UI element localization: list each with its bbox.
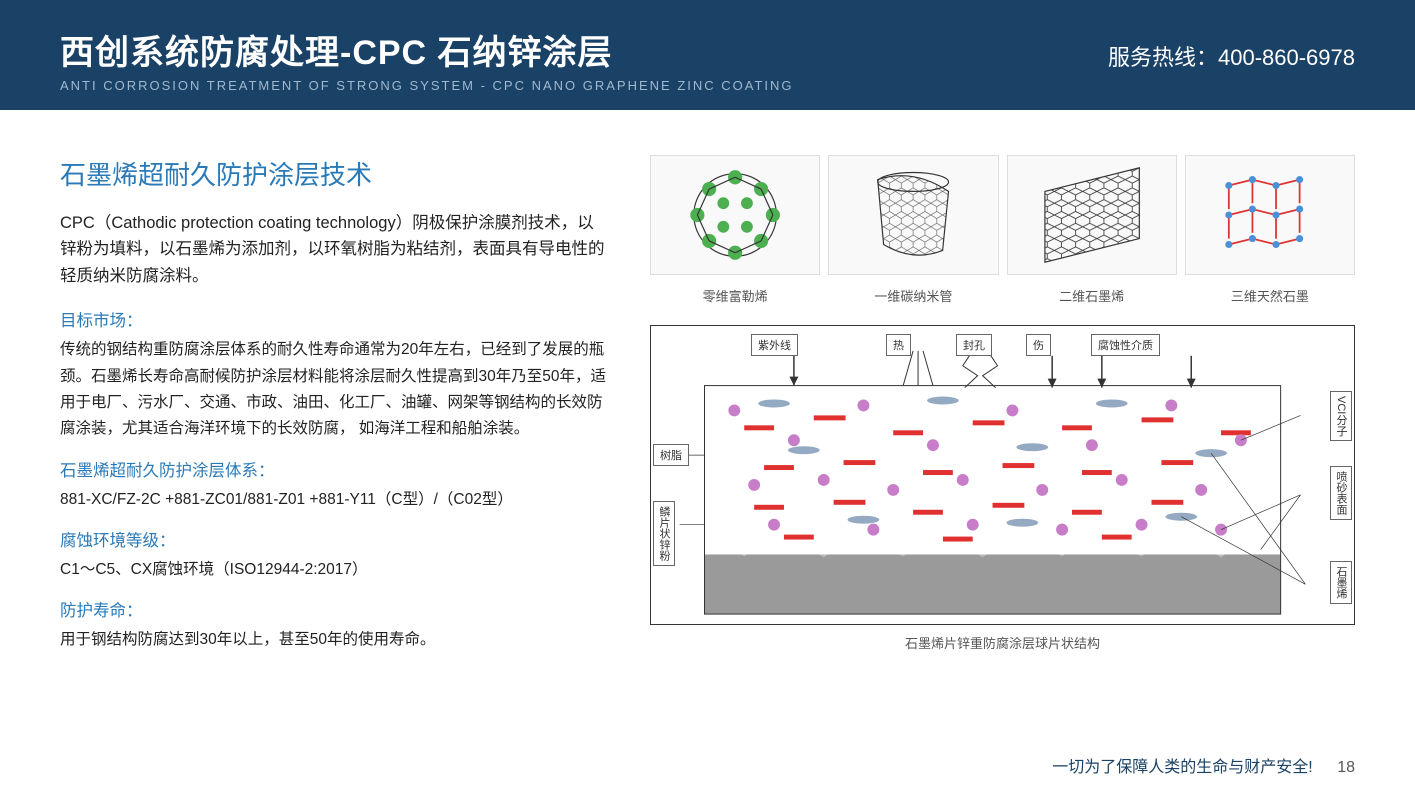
page-number: 18 <box>1337 759 1355 776</box>
tag-corrosive: 腐蚀性介质 <box>1091 334 1160 356</box>
header-left: 西创系统防腐处理-CPC 石纳锌涂层 ANTI CORROSION TREATM… <box>60 25 1108 93</box>
hotline-text: 服务热线：400-860-6978 <box>1108 40 1355 72</box>
label-resin: 树脂 <box>653 444 689 466</box>
env-text: C1～C5、CX腐蚀环境（ISO12944-2:2017） <box>60 557 610 583</box>
right-column: 零维富勒烯 一维碳纳米管 二维石墨 <box>650 155 1355 664</box>
label-zinc: 鳞片状锌粉 <box>653 501 675 566</box>
fullerene-icon <box>650 155 820 275</box>
carbon-item-graphene: 二维石墨烯 <box>1007 155 1177 305</box>
carbon-label: 二维石墨烯 <box>1007 286 1177 305</box>
system-text: 881-XC/FZ-2C +881-ZC01/881-Z01 +881-Y11（… <box>60 487 610 513</box>
section-title: 石墨烯超耐久防护涂层技术 <box>60 155 610 192</box>
tag-heat: 热 <box>886 334 911 356</box>
slide-header: 西创系统防腐处理-CPC 石纳锌涂层 ANTI CORROSION TREATM… <box>0 0 1415 110</box>
slide-container: 西创系统防腐处理-CPC 石纳锌涂层 ANTI CORROSION TREATM… <box>0 0 1415 797</box>
content-area: 石墨烯超耐久防护涂层技术 CPC（Cathodic protection coa… <box>0 110 1415 674</box>
coating-diagram-svg <box>651 326 1354 624</box>
label-vci: VCI分子 <box>1330 391 1352 441</box>
footer-slogan: 一切为了保障人类的生命与财产安全! <box>1052 759 1312 776</box>
left-column: 石墨烯超耐久防护涂层技术 CPC（Cathodic protection coa… <box>60 155 610 664</box>
tag-damage: 伤 <box>1026 334 1051 356</box>
tag-uv: 紫外线 <box>751 334 798 356</box>
coating-diagram: 紫外线 热 封孔 伤 腐蚀性介质 树脂 鳞片状锌粉 VCI分子 喷砂表面 石墨烯 <box>650 325 1355 625</box>
carbon-structures-row: 零维富勒烯 一维碳纳米管 二维石墨 <box>650 155 1355 305</box>
market-text: 传统的钢结构重防腐涂层体系的耐久性寿命通常为20年左右，已经到了发展的瓶颈。石墨… <box>60 337 610 442</box>
life-text: 用于钢结构防腐达到30年以上，甚至50年的使用寿命。 <box>60 627 610 653</box>
intro-text: CPC（Cathodic protection coating technolo… <box>60 210 610 289</box>
carbon-label: 零维富勒烯 <box>650 286 820 305</box>
sub-title: ANTI CORROSION TREATMENT OF STRONG SYSTE… <box>60 78 1108 93</box>
tag-seal: 封孔 <box>956 334 992 356</box>
carbon-label: 一维碳纳米管 <box>828 286 998 305</box>
label-blast: 喷砂表面 <box>1330 466 1352 520</box>
system-label: 石墨烯超耐久防护涂层体系： <box>60 457 610 481</box>
env-label: 腐蚀环境等级： <box>60 527 610 551</box>
slide-footer: 一切为了保障人类的生命与财产安全! 18 <box>1052 753 1355 777</box>
label-graphene: 石墨烯 <box>1330 561 1352 604</box>
market-label: 目标市场： <box>60 307 610 331</box>
diagram-caption: 石墨烯片锌重防腐涂层球片状结构 <box>650 633 1355 652</box>
nanotube-icon <box>828 155 998 275</box>
carbon-item-graphite: 三维天然石墨 <box>1185 155 1355 305</box>
carbon-label: 三维天然石墨 <box>1185 286 1355 305</box>
graphene-icon <box>1007 155 1177 275</box>
carbon-item-fullerene: 零维富勒烯 <box>650 155 820 305</box>
carbon-item-nanotube: 一维碳纳米管 <box>828 155 998 305</box>
graphite-icon <box>1185 155 1355 275</box>
main-title: 西创系统防腐处理-CPC 石纳锌涂层 <box>60 25 1108 74</box>
life-label: 防护寿命： <box>60 597 610 621</box>
